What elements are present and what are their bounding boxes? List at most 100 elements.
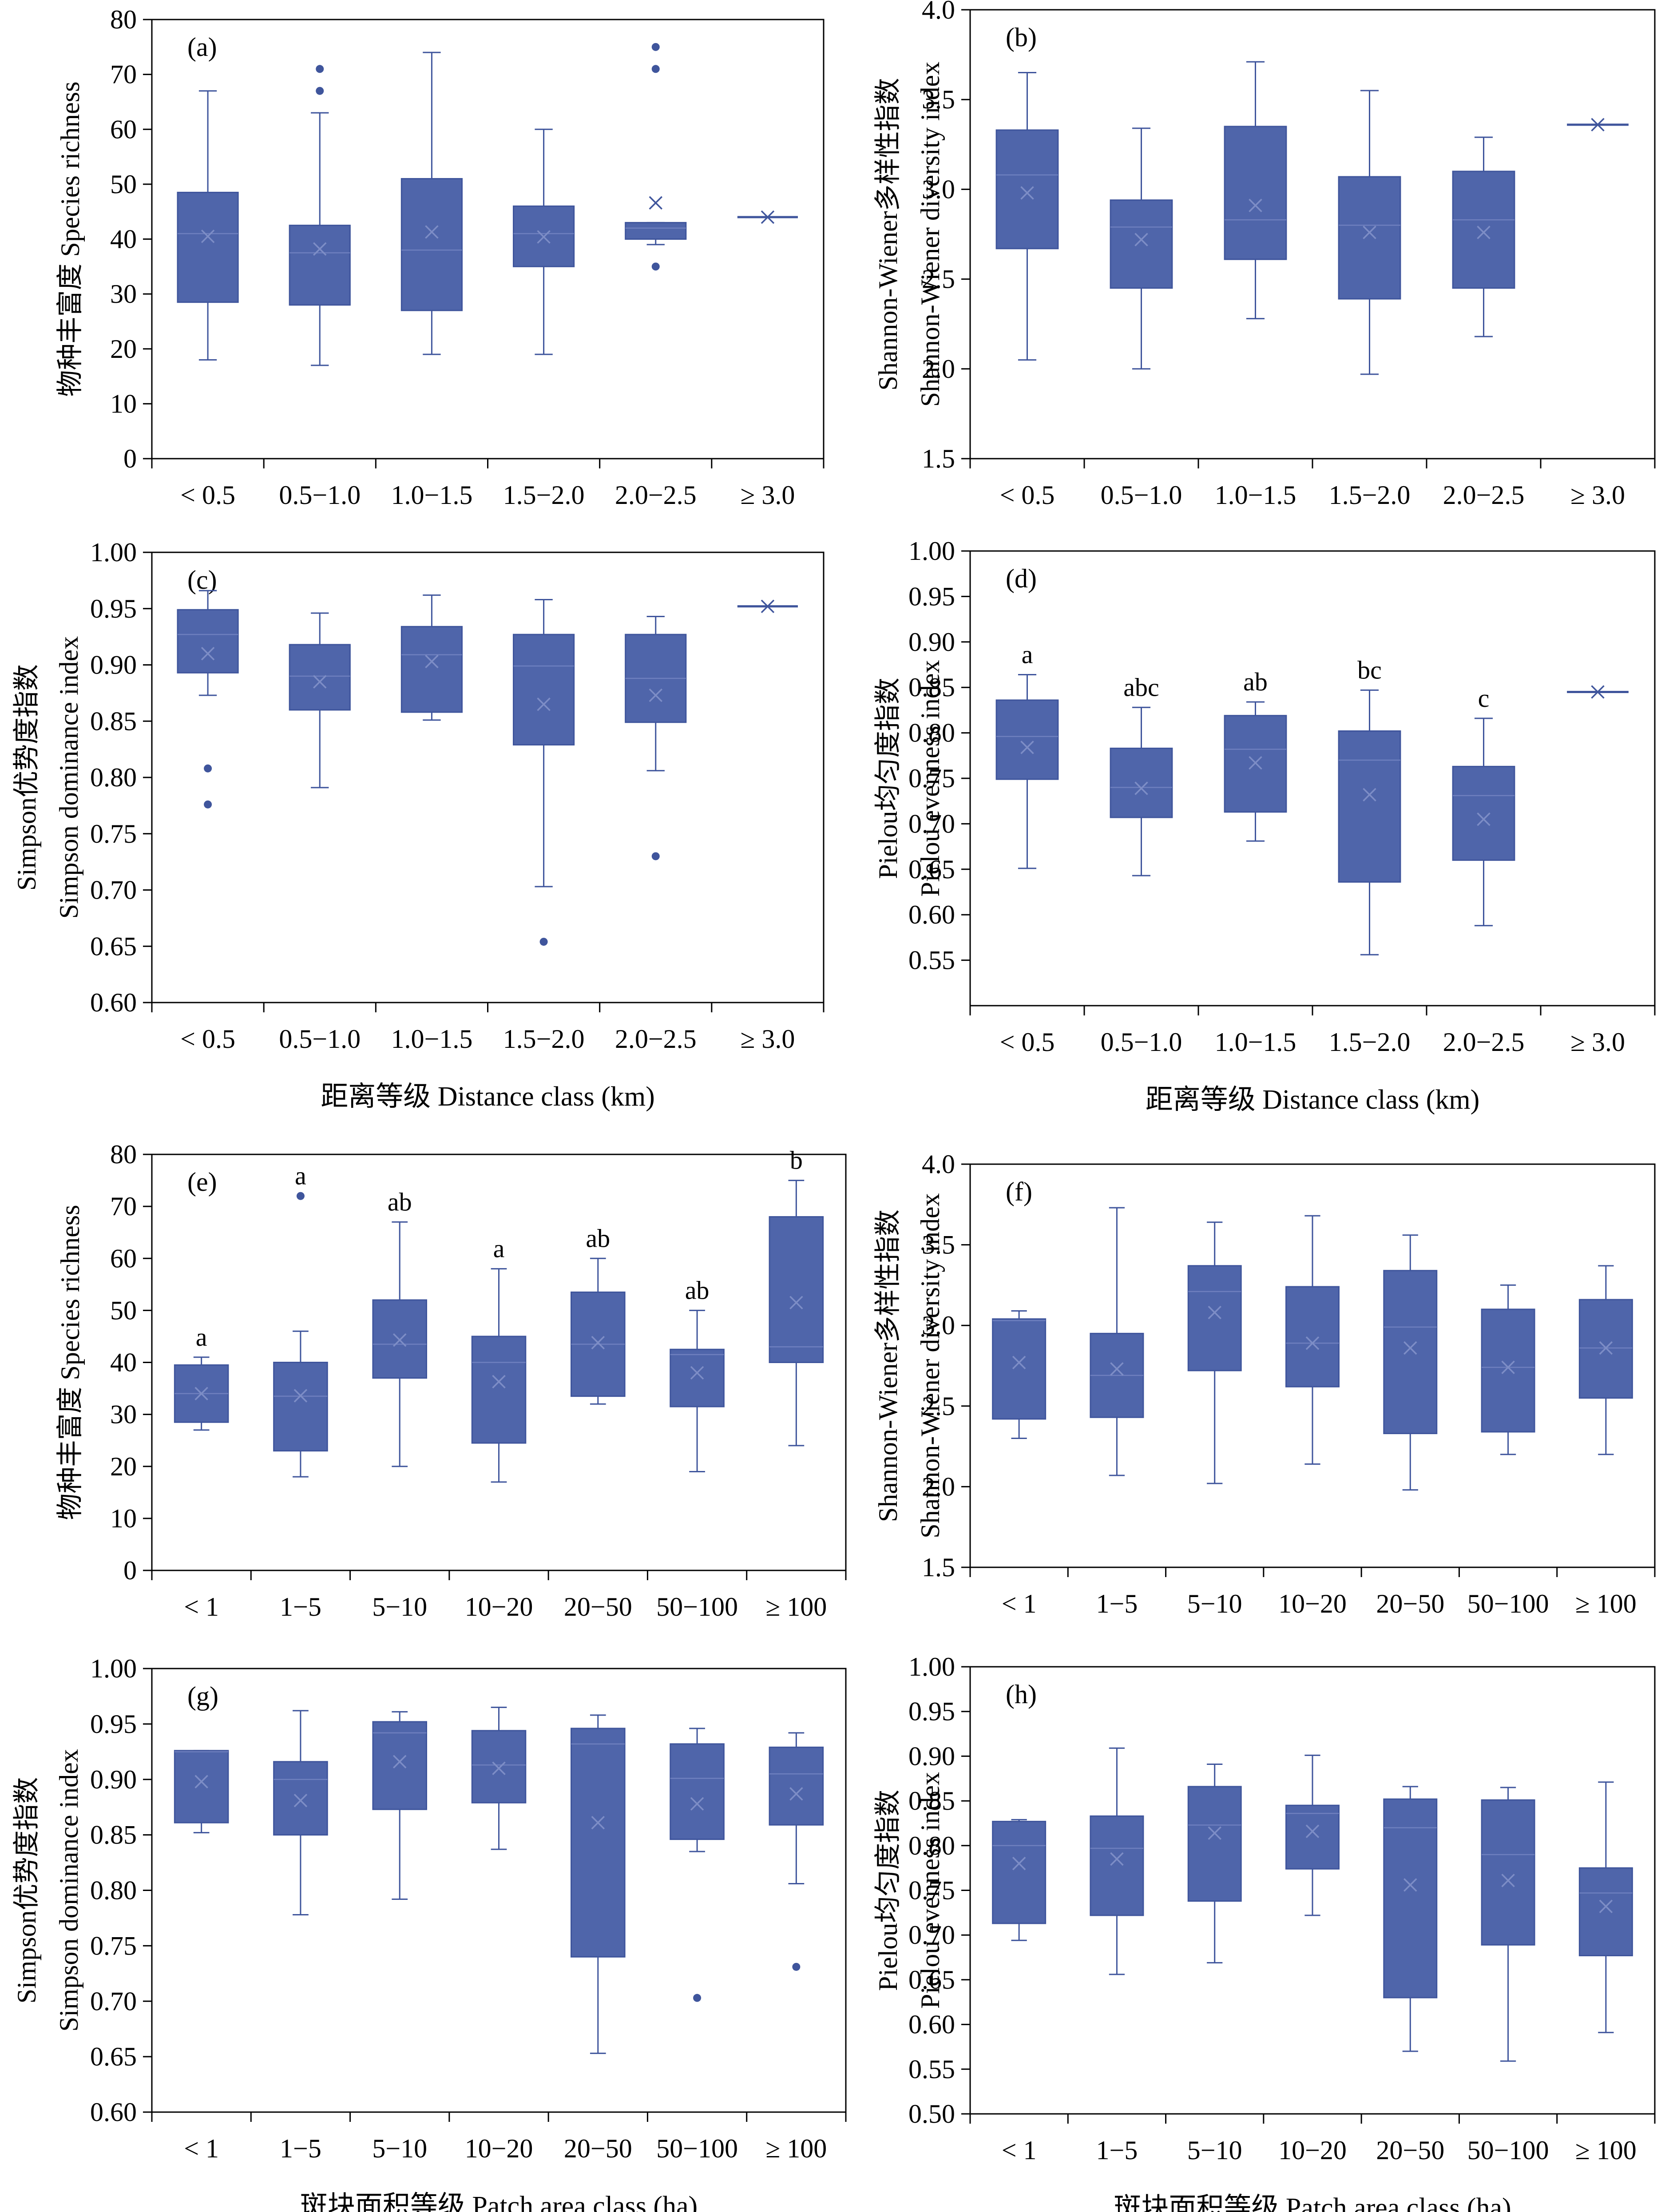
x-tick-label: 5−10 [1187, 1589, 1242, 1618]
box-b-1 [995, 72, 1059, 361]
x-axis-label: 距离等级 Distance class (km) [321, 1082, 654, 1112]
y-tick-label: 3.0 [922, 1311, 955, 1340]
y-tick-label: 0.85 [90, 1820, 137, 1850]
box-e-6: ab [670, 1276, 725, 1472]
y-axis-label: Simpson dominance index [54, 636, 83, 919]
x-tick-label: 1−5 [1096, 2136, 1138, 2165]
box-e-7: b [769, 1146, 824, 1447]
mean-marker [690, 1797, 704, 1811]
iqr-box [289, 225, 351, 306]
iqr-box [372, 1721, 428, 1810]
x-tick-label: 50−100 [1467, 1589, 1549, 1618]
y-axis-label: Pielou evenness index [916, 1772, 945, 2009]
x-tick-label: 1−5 [1096, 1589, 1138, 1618]
mean-marker [789, 1296, 803, 1310]
mean-marker [425, 225, 439, 239]
x-tick-label: 2.0−2.5 [615, 1024, 697, 1054]
box-d-4: bc [1338, 655, 1401, 955]
box-g-6 [670, 1728, 725, 2002]
box-g-7 [769, 1732, 824, 1971]
y-tick-label: 80 [110, 1140, 137, 1169]
outlier-point [316, 87, 324, 95]
x-tick-label: 10−20 [465, 2134, 533, 2163]
y-tick-label: 0.55 [908, 946, 955, 975]
box-g-5 [570, 1714, 626, 2054]
y-tick-label: 0.95 [90, 1709, 137, 1739]
mean-marker [1599, 1341, 1613, 1355]
mean-marker [293, 1793, 308, 1808]
x-tick-label: ≥ 100 [1575, 1589, 1637, 1618]
x-tick-label: < 1 [184, 2134, 219, 2163]
y-tick-label: 0.90 [908, 627, 955, 657]
y-axis-label: Pielou均匀度指数 [873, 678, 903, 879]
box-c-3 [400, 594, 463, 721]
iqr-box [992, 1318, 1047, 1420]
box-h-3 [1187, 1764, 1242, 1964]
box-h-5 [1383, 1786, 1438, 2052]
y-tick-label: 3.5 [922, 85, 955, 114]
y-axis-label: Pielou evenness index [916, 660, 945, 896]
box-e-5: ab [570, 1224, 626, 1405]
mean-marker [1110, 1362, 1124, 1376]
x-tick-label: < 0.5 [1000, 480, 1055, 510]
mean-marker [425, 654, 439, 669]
iqr-box [625, 222, 687, 240]
box-c-1 [177, 590, 239, 809]
x-tick-label: 2.0−2.5 [1443, 480, 1525, 510]
mean-marker [1305, 1824, 1320, 1838]
x-tick-label: 50−100 [1467, 2136, 1549, 2165]
iqr-box [1110, 747, 1173, 818]
box-h-6 [1481, 1787, 1535, 2062]
mean-marker [201, 230, 215, 243]
y-tick-label: 0.85 [90, 706, 137, 736]
y-tick-label: 0.95 [90, 594, 137, 623]
y-tick-label: 40 [110, 225, 137, 254]
panel-label: (a) [187, 32, 217, 62]
significance-letter: bc [1357, 655, 1382, 684]
outlier-point [792, 1962, 801, 1971]
y-tick-label: 2.0 [922, 1472, 955, 1501]
x-tick-label: 1−5 [280, 2134, 321, 2163]
iqr-box [512, 205, 575, 267]
mean-marker [492, 1761, 506, 1776]
iqr-box [289, 644, 351, 711]
x-tick-label: 0.5−1.0 [279, 1024, 361, 1054]
plot-frame [151, 19, 825, 460]
x-tick-label: 50−100 [656, 2134, 738, 2163]
iqr-box [1383, 1798, 1438, 1998]
iqr-box [769, 1746, 824, 1826]
panel-label: (f) [1006, 1177, 1032, 1206]
y-tick-label: 1.00 [908, 536, 955, 566]
iqr-box [471, 1336, 527, 1444]
y-axis-label: Shannon-Wiener diversity index [916, 1193, 945, 1538]
iqr-box [273, 1362, 328, 1452]
y-tick-label: 4.0 [922, 1150, 955, 1179]
y-tick-label: 0.60 [908, 900, 955, 929]
y-tick-label: 0.60 [908, 2010, 955, 2039]
iqr-box [1452, 170, 1515, 289]
x-axis-label: 斑块面积等级 Patch area class (ha) [1114, 2193, 1511, 2212]
y-tick-label: 0 [123, 1556, 137, 1585]
y-tick-label: 0 [123, 444, 137, 473]
y-tick-label: 50 [110, 1296, 137, 1325]
x-tick-label: < 0.5 [180, 480, 235, 510]
mean-marker [1403, 1341, 1417, 1355]
iqr-box [995, 699, 1059, 780]
y-tick-label: 2.5 [922, 265, 955, 294]
mean-marker [201, 646, 215, 661]
iqr-box [1481, 1799, 1535, 1946]
iqr-box [995, 129, 1059, 250]
mean-marker [1110, 1852, 1124, 1866]
box-e-1: a [174, 1323, 229, 1431]
box-g-4 [471, 1706, 527, 1850]
box-c-5 [625, 615, 687, 860]
box-a-6 [737, 210, 798, 224]
iqr-box [670, 1348, 725, 1407]
x-tick-label: ≥ 3.0 [1570, 480, 1625, 510]
mean-marker [761, 599, 775, 613]
panel-label: (e) [187, 1167, 217, 1197]
mean-marker [591, 1816, 605, 1830]
mean-marker [1477, 812, 1491, 826]
y-tick-label: 0.75 [90, 1931, 137, 1960]
x-tick-label: 1.0−1.5 [1215, 1027, 1296, 1057]
